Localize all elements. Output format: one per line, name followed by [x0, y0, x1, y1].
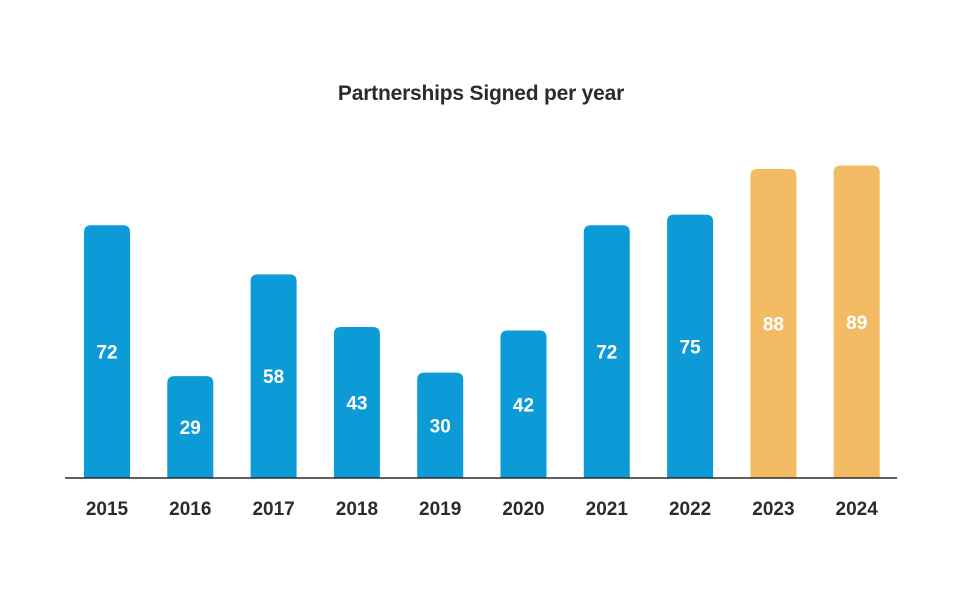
chart-title: Partnerships Signed per year [337, 82, 625, 105]
x-tick-label-2020: 2020 [502, 499, 544, 520]
bar-2022 [667, 214, 714, 478]
x-tick-label-2016: 2016 [169, 499, 211, 520]
data-label-2021: 72 [596, 343, 617, 364]
data-label-2019: 30 [430, 416, 451, 437]
x-tick-label-2019: 2019 [419, 499, 461, 520]
bar-2015 [84, 225, 130, 478]
data-label-2015: 72 [96, 343, 117, 364]
data-label-2022: 75 [680, 337, 702, 358]
x-tick-label-2024: 2024 [836, 499, 879, 520]
x-tick-label-2022: 2022 [669, 499, 711, 520]
bar-2024 [833, 165, 880, 479]
bar-2021 [583, 225, 630, 478]
data-label-2020: 42 [513, 395, 534, 416]
bar-2018 [333, 327, 380, 478]
bar-2023 [750, 169, 797, 479]
data-label-2023: 88 [763, 315, 784, 336]
x-tick-label-2018: 2018 [336, 499, 378, 520]
data-label-2024: 89 [846, 313, 867, 334]
x-tick-label-2015: 2015 [86, 499, 129, 520]
x-tick-label-2017: 2017 [252, 499, 294, 520]
bar-2019 [417, 372, 464, 478]
x-tick-label-2023: 2023 [752, 499, 794, 520]
x-tick-label-2021: 2021 [586, 499, 629, 520]
data-label-2018: 43 [346, 394, 367, 415]
bar-2017 [250, 274, 297, 478]
data-label-2016: 29 [180, 418, 201, 439]
bar-2020 [500, 330, 547, 478]
data-label-2017: 58 [263, 367, 284, 388]
bar-2016 [167, 376, 214, 478]
